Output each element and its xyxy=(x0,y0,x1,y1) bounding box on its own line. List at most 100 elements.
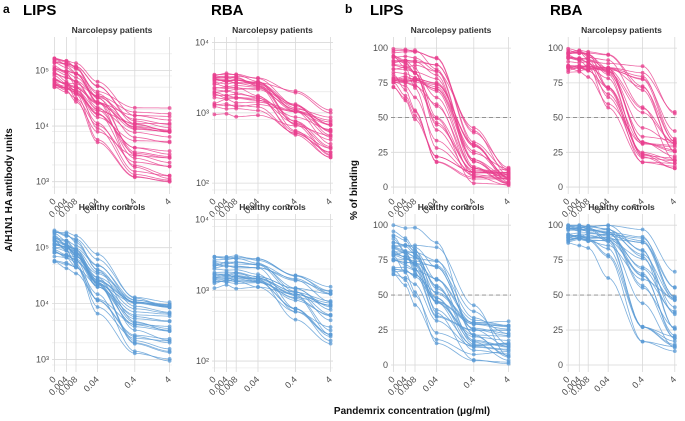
data-point xyxy=(256,113,260,118)
data-point xyxy=(403,80,408,85)
series-line xyxy=(568,227,675,314)
data-point xyxy=(256,280,260,284)
data-point xyxy=(64,69,69,74)
series-line xyxy=(393,82,509,179)
y-tick-label: 10² xyxy=(196,178,209,188)
x-tick-label: 0.4 xyxy=(630,374,646,390)
data-point xyxy=(434,115,439,120)
data-point xyxy=(413,71,417,75)
data-point xyxy=(224,262,229,266)
data-point xyxy=(293,108,298,112)
data-point xyxy=(328,307,333,312)
data-point xyxy=(434,300,439,304)
panel-label-b: b xyxy=(345,2,352,16)
data-point xyxy=(293,103,298,108)
data-point xyxy=(413,273,417,278)
data-point xyxy=(471,143,476,148)
series-line xyxy=(568,237,675,347)
data-point xyxy=(328,305,333,309)
data-point xyxy=(95,126,100,131)
series-line xyxy=(568,225,675,345)
series-line xyxy=(393,56,509,177)
data-point xyxy=(403,250,408,255)
y-tick-label: 0 xyxy=(383,182,388,192)
y-tick-label: 10³ xyxy=(196,108,209,118)
data-point xyxy=(167,347,172,351)
data-point xyxy=(413,255,417,260)
data-point xyxy=(672,111,677,116)
data-point xyxy=(413,48,417,53)
data-point xyxy=(224,74,229,79)
panel-b-rba-patients: Narcolepsy patients025507510000.0040.008… xyxy=(548,25,678,219)
data-point xyxy=(672,310,677,315)
data-point xyxy=(672,285,677,290)
data-point xyxy=(391,223,396,228)
x-tick-label: 0.04 xyxy=(82,374,101,393)
data-point xyxy=(74,80,78,84)
data-point xyxy=(672,336,677,341)
series-line xyxy=(568,57,675,159)
data-point xyxy=(132,151,137,156)
series-line xyxy=(393,247,509,330)
data-point xyxy=(167,329,172,333)
data-point xyxy=(132,135,137,140)
series-line xyxy=(568,48,675,148)
data-point xyxy=(328,318,333,323)
data-point xyxy=(640,227,645,232)
data-point xyxy=(95,111,100,116)
data-point xyxy=(606,61,611,66)
data-point xyxy=(293,89,298,93)
series-line xyxy=(568,49,675,153)
series-line xyxy=(214,87,331,132)
data-point xyxy=(586,226,591,231)
data-point xyxy=(64,79,69,84)
data-point xyxy=(413,290,417,295)
x-tick-label: 0 xyxy=(561,196,572,207)
data-point xyxy=(293,286,298,291)
series-line xyxy=(214,273,331,308)
figure-annotations: a b LIPS RBA LIPS RBA A/H1N1 HA antibody… xyxy=(3,2,583,417)
data-point xyxy=(403,58,408,63)
series-line xyxy=(393,255,509,363)
data-point xyxy=(167,149,172,153)
data-point xyxy=(586,233,591,238)
series-line xyxy=(214,275,331,335)
series-line xyxy=(214,104,331,153)
data-point xyxy=(577,236,582,241)
data-point xyxy=(391,243,396,248)
panel-title: Healthy controls xyxy=(588,202,655,212)
data-point xyxy=(74,265,78,269)
data-point xyxy=(413,117,417,122)
data-point xyxy=(413,95,417,100)
data-point xyxy=(672,326,677,331)
data-point xyxy=(606,65,611,70)
data-point xyxy=(413,225,417,230)
data-point xyxy=(74,75,78,80)
data-point xyxy=(403,87,408,92)
data-point xyxy=(167,304,172,309)
data-point xyxy=(566,51,571,56)
data-point xyxy=(391,55,396,60)
y-tick-label: 10³ xyxy=(36,355,49,365)
data-point xyxy=(224,256,229,261)
x-tick-label: 4 xyxy=(162,196,173,207)
data-point xyxy=(256,86,260,91)
panel-title: Narcolepsy patients xyxy=(72,25,153,35)
data-point xyxy=(640,249,645,253)
data-point xyxy=(640,126,645,130)
data-point xyxy=(256,96,260,100)
series-line xyxy=(214,92,331,147)
data-point xyxy=(167,314,172,318)
series-line xyxy=(54,244,170,306)
data-point xyxy=(606,92,611,96)
data-point xyxy=(234,87,239,92)
data-point xyxy=(212,102,217,107)
data-point xyxy=(606,231,611,236)
series-line xyxy=(393,80,509,186)
y-tick-label: 0 xyxy=(558,360,563,370)
x-tick-label: 0 xyxy=(47,196,58,207)
data-point xyxy=(328,312,333,317)
data-point xyxy=(328,111,333,115)
data-point xyxy=(471,149,476,154)
